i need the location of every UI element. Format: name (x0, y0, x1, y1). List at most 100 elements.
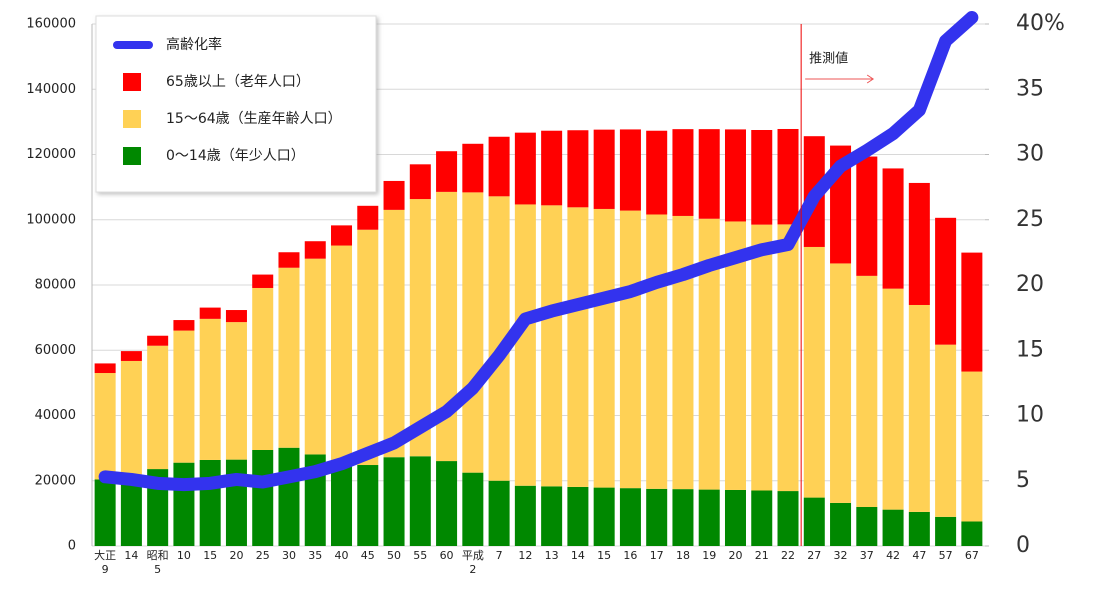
legend-swatch (123, 110, 141, 128)
x-tick-label: 40 (335, 549, 349, 562)
bar-segment (593, 208, 615, 488)
legend-label: 65歳以上（老年人口） (166, 74, 310, 90)
bar-segment (225, 310, 247, 323)
y2-tick-label: 0 (1016, 533, 1030, 558)
bar-segment (619, 488, 641, 546)
bar-segment (541, 130, 563, 206)
bar-segment (961, 252, 983, 372)
bar-segment (409, 456, 431, 546)
bar-segment (514, 132, 536, 205)
x-tick-label: 32 (834, 549, 848, 562)
bar-segment (225, 459, 247, 546)
bar-segment (935, 344, 957, 517)
bar-segment (357, 229, 379, 466)
x-tick-label: 16 (623, 549, 637, 562)
annotation: 推測値 (809, 51, 848, 67)
bar-segment (724, 129, 746, 222)
y-tick-label: 80000 (35, 278, 76, 293)
bar-segment (94, 363, 116, 374)
bar-segment (383, 209, 405, 458)
bar-segment (908, 511, 930, 546)
bar-segment (908, 182, 930, 305)
y-tick-label: 120000 (26, 147, 76, 162)
bar-segment (278, 447, 300, 546)
annotation-arrow (805, 74, 875, 84)
y2-tick-label: 25 (1016, 207, 1044, 232)
legend-label: 高齢化率 (166, 36, 222, 53)
bar-segment (488, 136, 510, 197)
bar-segment (567, 130, 589, 208)
x-tick-label: 21 (755, 549, 769, 562)
bar-segment (120, 360, 142, 475)
bar-segment (698, 489, 720, 546)
y-tick-label: 20000 (35, 473, 76, 488)
bar-segment (252, 274, 274, 288)
bar-segment (514, 485, 536, 546)
x-tick-label: 27 (807, 549, 821, 562)
bar-segment (646, 488, 668, 546)
bar-segment (94, 373, 116, 480)
y2-tick-label: 5 (1016, 468, 1030, 493)
x-tick-label: 17 (650, 549, 664, 562)
x-tick-label: 42 (886, 549, 900, 562)
bar-segment (173, 320, 195, 331)
bar-segment (567, 486, 589, 546)
x-tick-label: 50 (387, 549, 401, 562)
bar-segment (173, 330, 195, 463)
x-tick-label: 47 (912, 549, 926, 562)
bar-segment (120, 351, 142, 361)
x-tick-label: 大正 9 (94, 548, 116, 576)
bar-segment (331, 463, 353, 546)
bar-segment (383, 180, 405, 210)
bar-segment (751, 130, 773, 225)
bar-segment (331, 245, 353, 464)
y2-tick-label: 15 (1016, 337, 1044, 362)
bar-segment (331, 225, 353, 246)
bar-segment (278, 267, 300, 448)
y-tick-label: 160000 (26, 17, 76, 32)
bar-segment (751, 224, 773, 491)
y-tick-label: 140000 (26, 82, 76, 97)
bar-segment (830, 502, 852, 546)
bar-segment (462, 472, 484, 546)
bar-segment (593, 487, 615, 546)
bar-segment (672, 489, 694, 546)
bar-segment (357, 205, 379, 230)
y2-tick-label: 30 (1016, 142, 1044, 167)
y-tick-label: 40000 (35, 408, 76, 423)
bar-segment (619, 129, 641, 211)
bar-segment (199, 318, 221, 460)
legend-label: 0〜14歳（年少人口） (166, 148, 305, 164)
bar-segment (278, 252, 300, 268)
bar-segment (488, 196, 510, 481)
bar-segment (646, 130, 668, 215)
bar-segment (961, 371, 983, 522)
legend-swatch (123, 147, 141, 165)
x-tick-label: 67 (965, 549, 979, 562)
legend-swatch (123, 73, 141, 91)
legend-label: 15〜64歳（生産年齢人口） (166, 111, 342, 127)
bar-segment (252, 287, 274, 450)
bar-segment (698, 218, 720, 490)
y2-tick-label: 35 (1016, 76, 1044, 101)
bar-segment (777, 224, 799, 492)
bar-segment (383, 457, 405, 546)
x-tick-label: 22 (781, 549, 795, 562)
x-tick-label: 57 (939, 549, 953, 562)
bar-segment (935, 217, 957, 345)
bar-segment (225, 322, 247, 460)
x-tick-label: 20 (728, 549, 742, 562)
bar-segment (672, 129, 694, 216)
y2-tick-label: 40% (1016, 11, 1065, 36)
bar-segment (698, 129, 720, 219)
bar-segment (462, 143, 484, 193)
bar-segment (856, 275, 878, 507)
rate-line (98, 10, 979, 492)
x-tick-label: 昭和 5 (147, 549, 169, 576)
bar-segment (147, 335, 169, 346)
x-tick-label: 45 (361, 549, 375, 562)
bar-segment (777, 128, 799, 225)
x-tick-label: 平成 2 (462, 549, 484, 576)
x-tick-label: 25 (256, 549, 270, 562)
